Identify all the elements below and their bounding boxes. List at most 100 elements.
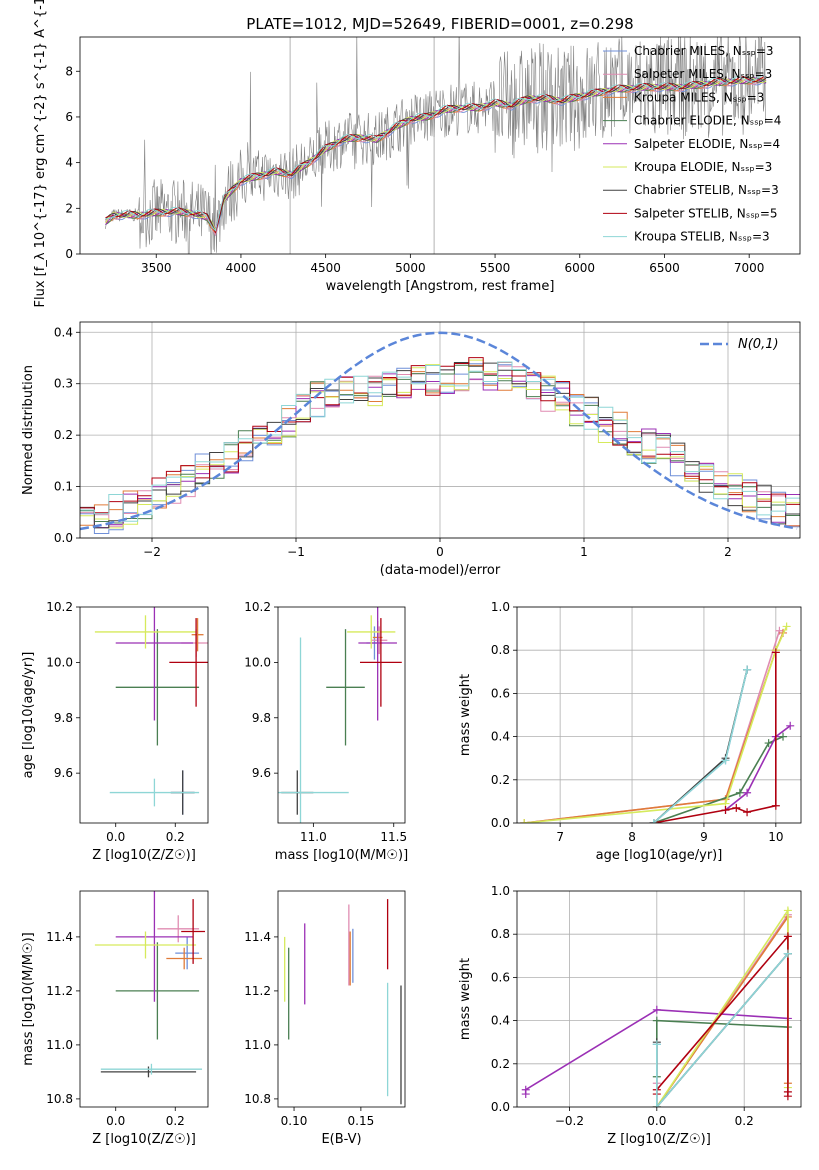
y-tick-label: 11.0 <box>46 1038 73 1052</box>
weight-marker-salpeter_stelib <box>783 932 792 941</box>
weight-marker-salpeter_stelib <box>732 803 741 812</box>
y-tick-label: 11.4 <box>46 930 73 944</box>
x-tick-label: 3500 <box>141 261 172 275</box>
y-tick-label: 1.0 <box>491 600 510 614</box>
y-tick-label: 0.0 <box>491 1100 510 1114</box>
weight-marker-salpeter_stelib <box>771 648 780 657</box>
weight-marker-chabrier_elodie <box>652 1016 661 1025</box>
x-tick-label: −2 <box>143 545 161 559</box>
x-tick-label: 0.0 <box>647 1114 666 1128</box>
y-tick-label: 0.1 <box>54 480 73 494</box>
x-tick-label: 6000 <box>564 261 595 275</box>
x-tick-label: 1 <box>580 545 588 559</box>
y-tick-label: 0.6 <box>491 686 510 700</box>
y-tick-label: 8 <box>65 64 73 78</box>
y-axis-label: Normed distribution <box>21 365 36 495</box>
legend-label-salpeter_elodie: Salpeter ELODIE, Nₛₛₚ=4 <box>634 137 780 151</box>
weight-marker-chabrier_elodie <box>764 739 773 748</box>
y-tick-label: 0.4 <box>491 730 510 744</box>
legend-label-chabrier_elodie: Chabrier ELODIE, Nₛₛₚ=4 <box>634 114 781 128</box>
plot-area <box>521 906 792 1107</box>
axes-mass_vs_Z: 0.0 0.2 10.8 11.0 11.2 11.4 Z [log10(Z/Z☉)] mas… <box>21 890 209 1147</box>
axes-frame <box>79 36 801 255</box>
legend-label-salpeter_stelib: Salpeter STELIB, Nₛₛₚ=5 <box>634 206 778 220</box>
x-tick-label: 11.0 <box>300 830 327 844</box>
x-axis-label: wavelength [Angstrom, rest frame] <box>326 279 555 294</box>
x-tick-label: 8 <box>628 830 636 844</box>
data-spectrum <box>105 37 767 254</box>
weight-marker-kroupa_stelib <box>652 1103 661 1107</box>
x-tick-label: 0.0 <box>106 1114 125 1128</box>
y-tick-label: 11.2 <box>244 984 271 998</box>
x-tick-label: 5000 <box>395 261 426 275</box>
axes-massweight_vs_Z: −0.2 0.0 0.2 0.0 0.2 0.4 0.6 0.8 1.0 Z [log10(Z/Z… <box>458 884 802 1147</box>
weight-line-kroupa_elodie <box>656 907 789 1107</box>
weight-marker-chabrier_elodie <box>735 788 744 797</box>
y-tick-label: 0.2 <box>491 1057 510 1071</box>
y-tick-label: 0.4 <box>491 1014 510 1028</box>
y-tick-label: 11.2 <box>46 984 73 998</box>
y-axis-label: Flux [f_λ 10^{-17} erg cm^{-2} s^{-1} A^… <box>33 0 48 307</box>
weight-marker-salpeter_elodie <box>743 788 752 797</box>
weight-line-chabrier_miles <box>653 669 748 823</box>
x-tick-label: −0.2 <box>555 1114 584 1128</box>
plot-area <box>80 331 800 534</box>
x-tick-label: 0.2 <box>166 1114 185 1128</box>
y-tick-label: 0 <box>65 247 73 261</box>
weight-marker-chabrier_elodie <box>779 732 788 741</box>
axes-frame <box>79 890 209 1108</box>
axes-mass_vs_ebv: 0.10 0.15 10.8 11.0 11.2 11.4 E(B-V) <box>244 890 406 1147</box>
y-tick-label: 0.6 <box>491 970 510 984</box>
weight-marker-salpeter_elodie <box>652 1005 661 1014</box>
plot-area <box>278 607 402 823</box>
axes-frame <box>277 606 406 824</box>
model-series-salpeter_stelib <box>105 75 767 234</box>
y-tick-label: 10.0 <box>46 655 73 669</box>
x-axis-label: (data-model)/error <box>380 563 501 578</box>
y-tick-label: 0.8 <box>491 927 510 941</box>
x-tick-label: 4500 <box>310 261 341 275</box>
y-tick-label: 0.0 <box>491 816 510 830</box>
legend-label-chabrier_miles: Chabrier MILES, Nₛₛₚ=3 <box>634 44 774 58</box>
axes-frame <box>516 606 802 824</box>
weight-marker-kroupa_elodie <box>782 622 791 631</box>
y-tick-label: 0.2 <box>491 773 510 787</box>
x-tick-label: 0 <box>436 545 444 559</box>
gaussian-curve <box>80 331 798 531</box>
plot-area <box>284 899 402 1105</box>
axes-residuals: −2 −1 0 1 2 0.0 0.1 0.2 0.3 0.4 (data-model)/error… <box>21 321 801 578</box>
weight-line-salpeter_miles <box>524 630 781 823</box>
legend-label-kroupa_elodie: Kroupa ELODIE, Nₛₛₚ=3 <box>634 160 772 174</box>
y-axis-label: mass [log10(M/M☉)] <box>21 932 36 1065</box>
x-tick-label: 10 <box>768 830 783 844</box>
x-tick-label: −1 <box>287 545 305 559</box>
axes-frame <box>516 890 802 1108</box>
x-tick-label: 2 <box>724 545 732 559</box>
axes-spectrum: 3500 4000 4500 5000 5500 6000 6500 7000 0 2 4 6 8 wav… <box>33 0 801 307</box>
x-tick-label: 4000 <box>226 261 257 275</box>
y-tick-label: 0.8 <box>491 643 510 657</box>
y-tick-label: 9.6 <box>252 766 271 780</box>
weight-marker-salpeter_stelib <box>783 1092 792 1101</box>
chart-title: PLATE=1012, MJD=52649, FIBERID=0001, z=0… <box>246 15 633 33</box>
axes-frame <box>79 321 801 539</box>
y-tick-label: 11.4 <box>244 930 271 944</box>
x-tick-label: 0.0 <box>106 830 125 844</box>
y-tick-label: 6 <box>65 110 73 124</box>
legend: N(0,1) <box>700 337 779 352</box>
weight-marker-kroupa_stelib <box>783 949 792 958</box>
weight-line-kroupa_stelib <box>653 669 748 823</box>
y-axis-label: age [log10(age/yr)] <box>21 652 36 779</box>
legend-label-kroupa_miles: Kroupa MILES, Nₛₛₚ=3 <box>634 90 764 104</box>
y-tick-label: 9.8 <box>252 711 271 725</box>
y-axis-label: mass weight <box>458 958 473 1040</box>
plot-area <box>94 891 206 1078</box>
weight-marker-kroupa_elodie <box>783 906 792 915</box>
legend-label-kroupa_stelib: Kroupa STELIB, Nₛₛₚ=3 <box>634 230 770 244</box>
x-tick-label: 0.2 <box>166 830 185 844</box>
weight-line-salpeter_elodie <box>725 725 791 811</box>
weight-line-salpeter_stelib <box>653 652 777 823</box>
weight-marker-salpeter_stelib <box>743 808 752 817</box>
x-tick-label: 6500 <box>649 261 680 275</box>
